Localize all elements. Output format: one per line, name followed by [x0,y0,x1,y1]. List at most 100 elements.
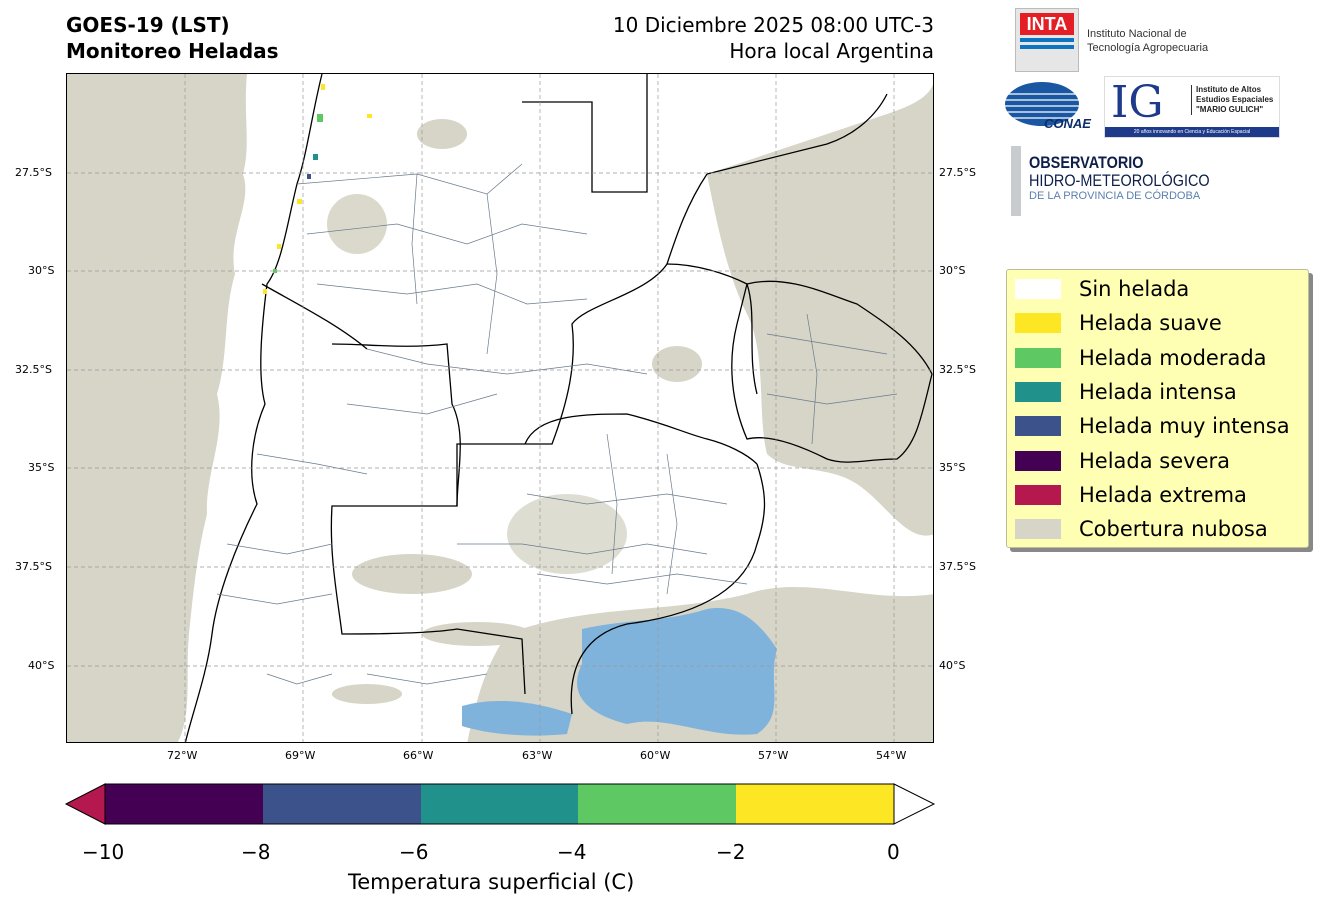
observatorio-logo: OBSERVATORIO HIDRO-METEOROLÓGICO DE LA P… [1029,154,1242,203]
inta-name-line: Instituto Nacional de [1087,28,1187,40]
legend-swatch [1015,313,1061,334]
conae-globe-icon [1005,82,1079,126]
lat-label-left: 27.5°S [15,166,52,179]
lon-label: 63°W [522,749,553,762]
colorbar-under-arrow [64,783,106,825]
legend-item: Sin helada [1015,277,1189,301]
colorbar-segment [263,784,421,824]
legend-swatch [1015,279,1061,299]
legend-label: Helada moderada [1079,345,1267,370]
ig-wordmark: IG [1111,77,1164,128]
cloud-patch [417,119,467,149]
cloud-west [67,74,247,742]
frost-specks [263,84,372,294]
legend-label: Helada intensa [1079,379,1237,404]
obs-line: OBSERVATORIO [1029,153,1144,172]
lat-label-left: 30°S [28,264,55,277]
colorbar-label: Temperatura superficial (C) [348,870,635,894]
legend-item: Helada suave [1015,311,1222,335]
legend-item: Helada muy intensa [1015,414,1290,438]
date-time: 10 Diciembre 2025 08:00 UTC-3 [612,13,934,37]
colorbar-over-arrow [893,783,936,825]
lat-label-right: 27.5°S [939,166,976,179]
date-block: 10 Diciembre 2025 08:00 UTC-3 Hora local… [613,12,934,64]
cloud-east [707,84,933,536]
legend-swatch [1015,416,1061,437]
ig-name-line: "MARIO GULICH" [1196,105,1264,114]
department-borders [216,163,898,685]
lat-label-right: 32.5°S [939,363,976,376]
colorbar [64,783,936,825]
lat-label-right: 37.5°S [939,560,976,573]
ig-name-line: Instituto de Altos [1196,85,1262,94]
title-block: GOES-19 (LST) Monitoreo Heladas [66,12,279,64]
lon-label: 60°W [640,749,671,762]
colorbar-tick: 0 [887,840,900,864]
legend-label: Sin helada [1079,277,1190,301]
legend-swatch [1015,381,1061,402]
frost-map [67,74,933,742]
conae-wordmark: CONAE [1044,116,1091,131]
inta-logo: INTA [1015,8,1079,72]
lon-label: 69°W [285,749,316,762]
colorbar-segment [421,784,578,824]
legend-label: Helada extrema [1079,482,1247,507]
lat-label-left: 40°S [28,659,55,672]
colorbar-segment [736,784,894,824]
lon-label: 72°W [167,749,198,762]
cloud-patch [352,554,472,594]
lat-label-left: 37.5°S [15,560,52,573]
map-panel [66,73,934,743]
colorbar-segment [578,784,736,824]
colorbar-tick: −2 [716,840,746,864]
lon-label: 66°W [403,749,434,762]
inta-name: Instituto Nacional de Tecnología Agropec… [1087,27,1208,55]
legend-item: Helada severa [1015,449,1230,473]
colorbar-segment [105,784,263,824]
graticule [67,74,933,742]
cold-sea-patch-2 [462,700,572,736]
province-borders [184,74,933,742]
frost-legend: Sin helada Helada suave Helada moderada Hel… [1006,269,1309,548]
inta-name-line: Tecnología Agropecuaria [1087,42,1209,54]
legend-item: Helada extrema [1015,483,1247,507]
legend-label: Helada suave [1079,311,1222,336]
legend-label: Helada muy intensa [1079,414,1290,439]
cloud-patch [422,622,532,646]
colorbar-tick: −10 [82,840,125,864]
ig-name-line: Estudios Espaciales [1196,95,1274,104]
ig-name: Instituto de Altos Estudios Espaciales "… [1191,85,1273,115]
obs-logo-bar [1011,146,1021,216]
legend-swatch [1015,519,1061,540]
colorbar-tick: −8 [241,840,271,864]
lat-label-right: 30°S [939,264,966,277]
obs-line: HIDRO-METEOROLÓGICO [1029,171,1210,190]
legend-swatch [1015,347,1061,368]
colorbar-tick: −6 [399,840,429,864]
title-product: Monitoreo Heladas [66,39,279,63]
legend-label: Helada severa [1079,448,1230,473]
title-satellite: GOES-19 (LST) [66,13,230,37]
lat-label-left: 35°S [28,461,55,474]
lon-label: 54°W [876,749,907,762]
ig-footer: 20 años innovando en Ciencia y Educación… [1105,127,1279,137]
cloud-patch [327,194,387,254]
obs-line: DE LA PROVINCIA DE CÓRDOBA [1029,190,1201,202]
conae-logo: CONAE [1004,80,1091,134]
lon-label: 57°W [758,749,789,762]
legend-label: Cobertura nubosa [1079,517,1268,542]
colorbar-tick: −4 [557,840,587,864]
cloud-patch [507,494,627,574]
lat-label-right: 40°S [939,659,966,672]
legend-item: Helada moderada [1015,346,1267,370]
lat-label-left: 32.5°S [15,363,52,376]
legend-swatch [1015,450,1061,471]
lat-label-right: 35°S [939,461,966,474]
cold-sea-patch [577,608,777,735]
cloud-patch [652,346,702,382]
ig-logo: IG Instituto de Altos Estudios Espaciale… [1104,76,1280,138]
time-zone-note: Hora local Argentina [729,39,934,63]
legend-item: Helada intensa [1015,380,1237,404]
inta-wordmark: INTA [1020,13,1074,35]
legend-swatch [1015,484,1061,505]
